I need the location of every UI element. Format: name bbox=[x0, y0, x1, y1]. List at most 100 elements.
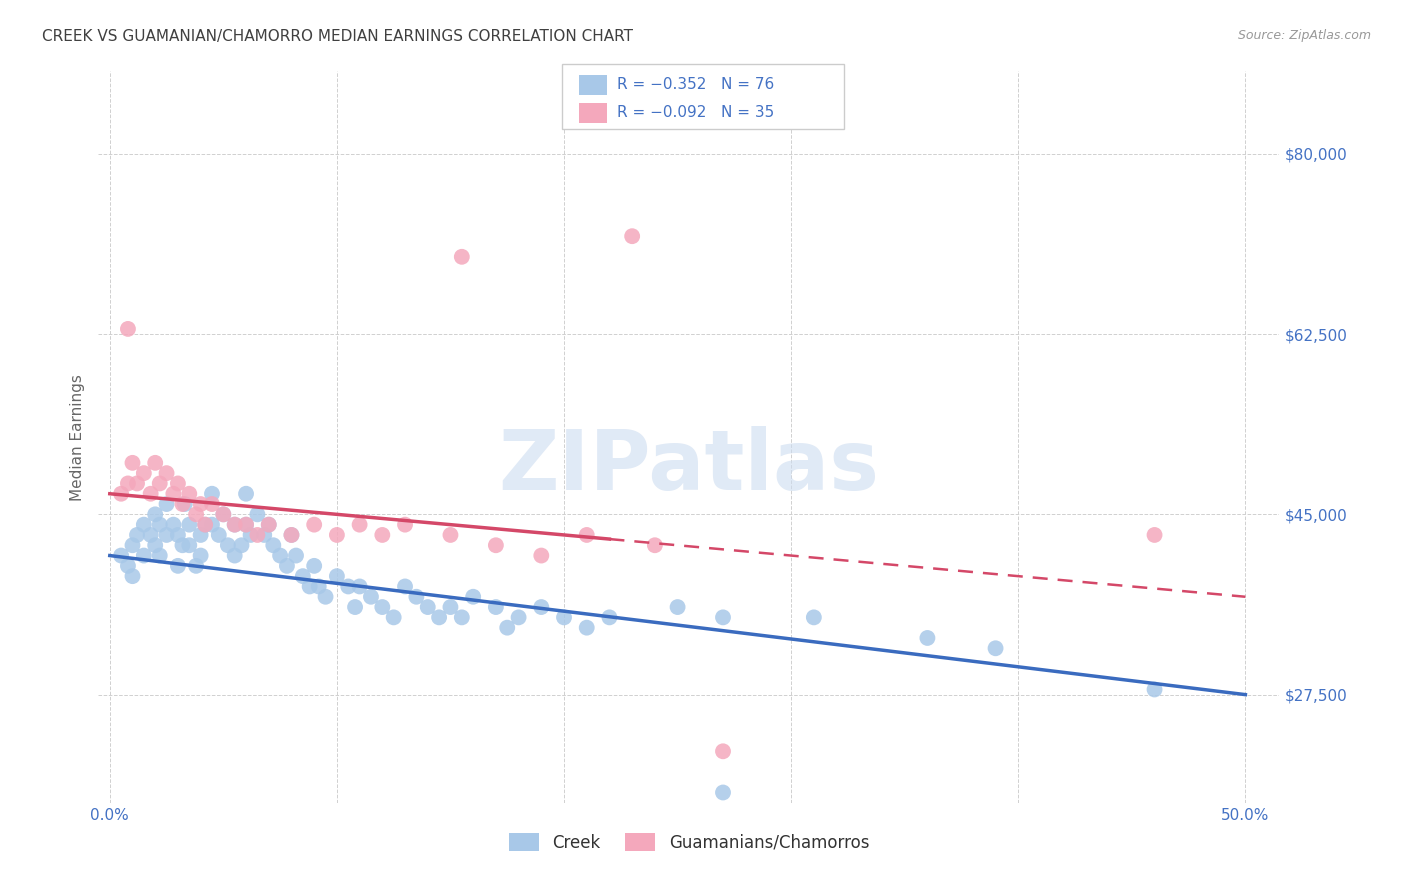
Point bbox=[132, 466, 155, 480]
Point bbox=[666, 600, 689, 615]
Point bbox=[194, 517, 217, 532]
Point bbox=[179, 538, 201, 552]
Point bbox=[110, 487, 132, 501]
Point bbox=[253, 528, 276, 542]
Point bbox=[439, 600, 461, 615]
Point bbox=[298, 579, 321, 593]
Point bbox=[167, 476, 190, 491]
Point bbox=[201, 517, 224, 532]
Point bbox=[344, 600, 367, 615]
Point bbox=[201, 497, 224, 511]
Point bbox=[621, 229, 644, 244]
Point bbox=[302, 558, 325, 573]
Point bbox=[269, 549, 291, 563]
Point bbox=[530, 600, 553, 615]
Point bbox=[1143, 528, 1166, 542]
Point bbox=[194, 517, 217, 532]
Point bbox=[246, 528, 269, 542]
Text: R = −0.352   N = 76: R = −0.352 N = 76 bbox=[617, 77, 775, 92]
Point bbox=[326, 528, 349, 542]
Point bbox=[598, 610, 620, 624]
Point bbox=[117, 322, 139, 336]
Point bbox=[132, 517, 155, 532]
Point bbox=[201, 487, 224, 501]
Point bbox=[285, 549, 308, 563]
Point bbox=[179, 517, 201, 532]
Point bbox=[155, 528, 177, 542]
Point bbox=[302, 517, 325, 532]
Point bbox=[190, 528, 212, 542]
Point bbox=[172, 497, 194, 511]
Point bbox=[463, 590, 485, 604]
Point bbox=[644, 538, 666, 552]
Point bbox=[371, 528, 394, 542]
Point bbox=[155, 497, 177, 511]
Point bbox=[235, 517, 257, 532]
Point bbox=[239, 528, 262, 542]
Point bbox=[125, 476, 148, 491]
Point bbox=[984, 641, 1007, 656]
Point bbox=[121, 569, 143, 583]
Point bbox=[125, 528, 148, 542]
Point bbox=[496, 621, 519, 635]
Point bbox=[276, 558, 298, 573]
Point bbox=[173, 497, 195, 511]
Point bbox=[121, 456, 143, 470]
Point bbox=[485, 600, 508, 615]
Point bbox=[371, 600, 394, 615]
Point bbox=[439, 528, 461, 542]
Point bbox=[149, 549, 172, 563]
Point bbox=[450, 610, 472, 624]
Text: CREEK VS GUAMANIAN/CHAMORRO MEDIAN EARNINGS CORRELATION CHART: CREEK VS GUAMANIAN/CHAMORRO MEDIAN EARNI… bbox=[42, 29, 633, 44]
Point bbox=[224, 517, 246, 532]
Point bbox=[326, 569, 349, 583]
Point bbox=[917, 631, 939, 645]
Point bbox=[117, 476, 139, 491]
Point bbox=[231, 538, 253, 552]
Point bbox=[1143, 682, 1166, 697]
Point bbox=[117, 558, 139, 573]
Point bbox=[349, 579, 371, 593]
Point bbox=[575, 528, 598, 542]
Point bbox=[315, 590, 337, 604]
Point bbox=[172, 538, 194, 552]
Point bbox=[280, 528, 302, 542]
Point bbox=[711, 785, 734, 799]
Point bbox=[179, 487, 201, 501]
Point bbox=[155, 466, 177, 480]
Point bbox=[143, 456, 166, 470]
Point bbox=[349, 517, 371, 532]
Point bbox=[711, 610, 734, 624]
Point bbox=[162, 517, 184, 532]
Point bbox=[235, 487, 257, 501]
Point bbox=[394, 517, 416, 532]
Point bbox=[110, 549, 132, 563]
Point bbox=[575, 621, 598, 635]
Point bbox=[184, 508, 207, 522]
Point bbox=[803, 610, 825, 624]
Text: Source: ZipAtlas.com: Source: ZipAtlas.com bbox=[1237, 29, 1371, 42]
Point bbox=[530, 549, 553, 563]
Point bbox=[162, 487, 184, 501]
Point bbox=[257, 517, 280, 532]
Point bbox=[553, 610, 575, 624]
Point bbox=[184, 558, 207, 573]
Point bbox=[143, 538, 166, 552]
Point bbox=[167, 558, 190, 573]
Point bbox=[121, 538, 143, 552]
Point bbox=[337, 579, 360, 593]
Point bbox=[235, 517, 257, 532]
Point bbox=[262, 538, 284, 552]
Point bbox=[394, 579, 416, 593]
Point bbox=[711, 744, 734, 758]
Point bbox=[132, 549, 155, 563]
Point bbox=[143, 508, 166, 522]
Text: R = −0.092   N = 35: R = −0.092 N = 35 bbox=[617, 105, 775, 120]
Point bbox=[190, 497, 212, 511]
Point bbox=[246, 508, 269, 522]
Point bbox=[149, 517, 172, 532]
Point bbox=[291, 569, 314, 583]
Point bbox=[360, 590, 382, 604]
Point bbox=[190, 549, 212, 563]
Point bbox=[427, 610, 450, 624]
